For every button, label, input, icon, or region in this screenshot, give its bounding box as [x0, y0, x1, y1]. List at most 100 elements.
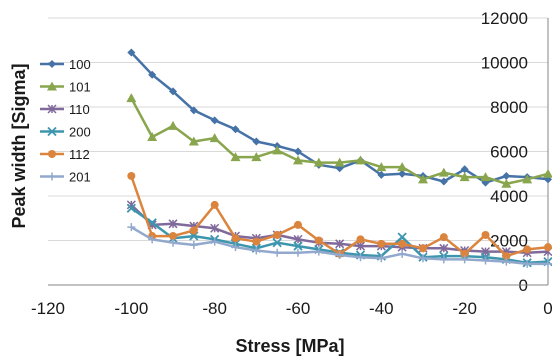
data-point — [544, 259, 552, 268]
legend: 100 101 110 200 112 201 — [40, 57, 91, 185]
data-point — [189, 240, 198, 249]
data-point — [460, 249, 469, 258]
data-point — [419, 244, 427, 253]
data-point — [148, 70, 157, 79]
x-tick-label: -100 — [114, 299, 148, 318]
data-point — [231, 234, 240, 243]
data-point — [438, 167, 449, 177]
series-201 — [127, 223, 552, 268]
legend-marker — [48, 60, 56, 68]
data-point — [294, 147, 302, 156]
legend-label: 110 — [69, 102, 90, 117]
legend-item: 100 — [40, 57, 91, 72]
data-point — [188, 136, 199, 146]
data-point — [148, 235, 157, 244]
legend-label: 200 — [69, 125, 91, 140]
data-point — [168, 219, 178, 229]
y-tick-label: 4000 — [490, 187, 528, 206]
y-tick-label: 10000 — [481, 54, 528, 73]
data-point — [273, 248, 282, 257]
data-point — [419, 254, 427, 263]
y-tick-label: 12000 — [481, 9, 528, 28]
gridlines — [48, 17, 548, 241]
data-point — [418, 174, 428, 184]
y-axis-title: Peak width [Sigma] — [9, 63, 29, 228]
data-point — [230, 152, 241, 162]
data-point — [127, 223, 136, 232]
data-point — [481, 256, 490, 265]
data-point — [377, 254, 386, 263]
x-tick-label: -20 — [452, 299, 477, 318]
legend-item: 110 — [40, 102, 90, 117]
data-point — [313, 157, 324, 167]
data-point — [501, 178, 512, 188]
data-point — [189, 106, 198, 115]
x-tick-labels: -120 -100 -80 -60 -40 -20 0 — [31, 299, 552, 318]
data-point — [126, 203, 136, 213]
data-point — [480, 172, 491, 182]
legend-label: 112 — [69, 147, 90, 162]
legend-label: 201 — [69, 170, 91, 185]
data-point — [377, 170, 386, 179]
x-axis-title: Stress [MPa] — [235, 336, 344, 356]
legend-marker — [47, 126, 57, 137]
y-tick-label: 6000 — [490, 143, 528, 162]
legend-label: 100 — [69, 57, 91, 72]
x-tick-label: -60 — [286, 299, 311, 318]
data-point — [398, 169, 407, 178]
data-point — [210, 237, 219, 246]
data-point — [252, 246, 261, 255]
data-point — [169, 232, 177, 241]
data-point — [397, 162, 408, 172]
legend-item: 112 — [40, 147, 90, 162]
data-point — [273, 230, 282, 239]
data-point — [294, 220, 302, 229]
y-tick-label: 2000 — [490, 232, 528, 251]
x-tick-label: -80 — [202, 299, 227, 318]
data-point — [251, 152, 262, 162]
data-point — [231, 243, 240, 252]
legend-label: 101 — [69, 80, 91, 95]
legend-item: 201 — [40, 170, 91, 185]
data-point — [231, 125, 240, 134]
data-point — [376, 162, 387, 172]
data-point — [544, 243, 552, 252]
series-101 — [126, 93, 552, 188]
data-point — [210, 200, 219, 209]
data-point — [169, 238, 177, 247]
data-point — [314, 247, 323, 256]
x-tick-label: -40 — [369, 299, 394, 318]
data-point — [355, 155, 366, 165]
data-point — [502, 252, 511, 261]
data-point — [147, 132, 158, 142]
data-point — [502, 257, 511, 266]
data-point — [543, 168, 552, 178]
data-point — [439, 255, 448, 264]
data-point — [293, 234, 303, 244]
data-point — [169, 87, 177, 96]
data-point — [439, 233, 448, 242]
data-point — [356, 235, 365, 244]
data-point — [293, 155, 303, 165]
data-point — [210, 223, 220, 233]
data-point — [522, 174, 533, 184]
data-point — [272, 238, 282, 248]
legend-marker — [48, 150, 56, 158]
data-point — [460, 255, 469, 264]
data-point — [398, 239, 407, 248]
legend-marker — [48, 172, 56, 181]
legend-item: 101 — [40, 80, 91, 95]
data-point — [127, 48, 136, 57]
data-point — [355, 241, 366, 251]
data-point — [294, 248, 302, 257]
data-point — [252, 237, 261, 246]
data-point — [523, 245, 532, 254]
data-point — [127, 171, 136, 180]
data-point — [272, 145, 283, 155]
data-point — [252, 137, 261, 146]
data-point — [168, 120, 178, 130]
legend-marker — [47, 104, 57, 114]
legend-marker — [47, 81, 57, 91]
x-tick-label: -120 — [31, 299, 65, 318]
